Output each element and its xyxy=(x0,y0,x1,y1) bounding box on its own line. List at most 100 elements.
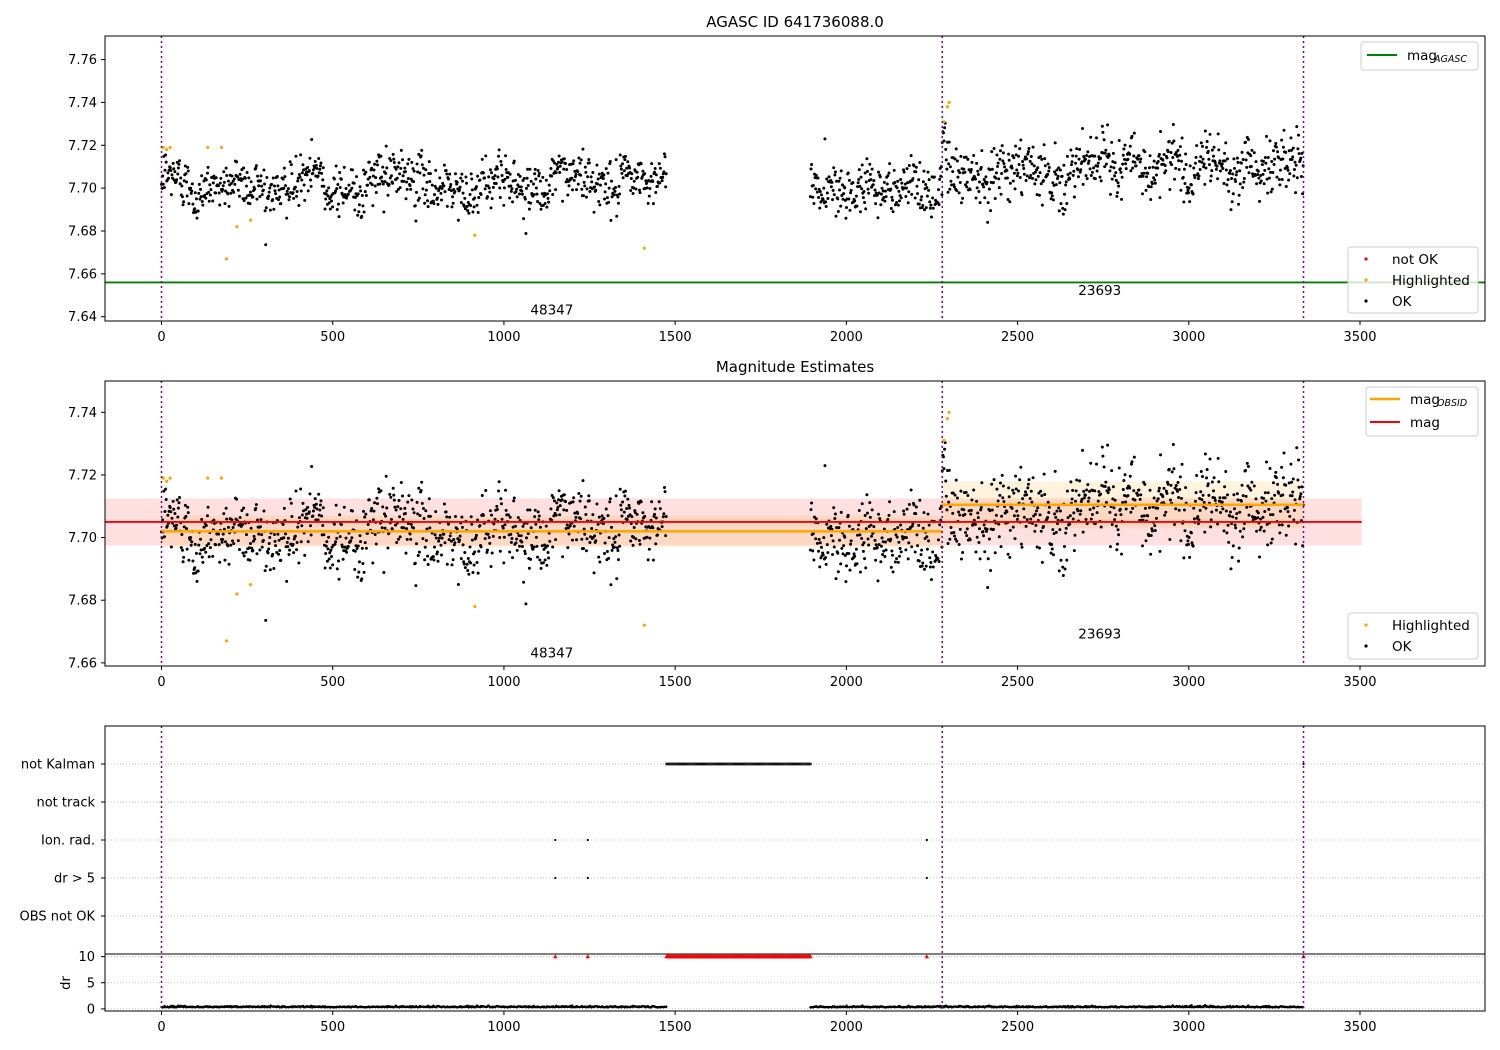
ok-point xyxy=(1080,160,1084,164)
ok-point xyxy=(944,494,948,498)
ok-point xyxy=(974,196,978,200)
ok-point xyxy=(165,524,169,528)
ok-point xyxy=(1244,140,1248,144)
ok-point xyxy=(1061,206,1065,210)
ok-point xyxy=(1121,162,1125,166)
ok-point xyxy=(508,172,512,176)
ok-point xyxy=(1043,164,1047,168)
ok-point xyxy=(177,162,181,166)
ok-point xyxy=(301,163,305,167)
ok-point xyxy=(621,176,625,180)
ok-point xyxy=(1146,171,1150,175)
ok-point xyxy=(242,166,246,170)
ok-point xyxy=(1256,169,1260,173)
ok-point xyxy=(294,154,298,158)
ok-point xyxy=(295,540,299,544)
ok-point xyxy=(830,180,834,184)
ok-point xyxy=(447,187,451,191)
ok-point xyxy=(967,168,971,172)
ok-point xyxy=(944,158,948,162)
ok-point xyxy=(1183,529,1187,533)
ok-point xyxy=(607,536,611,540)
ok-point xyxy=(471,570,475,574)
ok-point xyxy=(877,170,881,174)
ok-point xyxy=(609,525,613,529)
ok-point xyxy=(1148,154,1152,158)
ok-point xyxy=(862,190,866,194)
ok-point xyxy=(415,162,419,166)
ok-point xyxy=(207,190,211,194)
ok-point xyxy=(936,188,940,192)
ok-point xyxy=(818,190,822,194)
ok-point xyxy=(1166,150,1170,154)
ok-point xyxy=(395,189,399,193)
ok-point xyxy=(305,173,309,177)
ok-point xyxy=(1287,178,1291,182)
ok-point xyxy=(1237,193,1241,197)
ok-point xyxy=(944,147,948,151)
obsid-label: 23693 xyxy=(1078,627,1121,643)
ok-point xyxy=(1295,446,1299,450)
ok-point xyxy=(1273,493,1277,497)
ok-point xyxy=(1285,166,1289,170)
ok-point xyxy=(262,509,266,513)
ok-point xyxy=(1029,517,1033,521)
ok-point xyxy=(236,539,240,543)
ok-point xyxy=(241,551,245,555)
ok-point xyxy=(863,514,867,518)
ok-point xyxy=(452,187,456,191)
ok-point xyxy=(522,217,526,221)
ok-point xyxy=(321,178,325,182)
ok-point xyxy=(837,179,841,183)
ok-point xyxy=(1267,176,1271,180)
ok-point xyxy=(196,569,200,573)
ok-point xyxy=(412,180,416,184)
ok-point xyxy=(914,512,918,516)
ok-point xyxy=(922,511,926,515)
ok-point xyxy=(907,502,911,506)
ok-point xyxy=(976,516,980,520)
ok-point xyxy=(816,176,820,180)
ok-point xyxy=(274,544,278,548)
ok-point xyxy=(432,558,436,562)
ok-point xyxy=(564,162,568,166)
ok-point xyxy=(1297,152,1301,156)
ok-point xyxy=(1112,506,1116,510)
ok-point xyxy=(448,172,452,176)
ok-point xyxy=(914,165,918,169)
ok-point xyxy=(1269,170,1273,174)
ok-point xyxy=(961,196,965,200)
ok-point xyxy=(374,176,378,180)
ok-point xyxy=(1015,509,1019,513)
ok-point xyxy=(900,535,904,539)
ok-point xyxy=(411,507,415,511)
ok-point xyxy=(921,180,925,184)
x-tick-label: 0 xyxy=(157,330,165,345)
ok-point xyxy=(641,169,645,173)
ok-point xyxy=(222,170,226,174)
ok-point xyxy=(372,509,376,513)
ok-point xyxy=(392,498,396,502)
ok-point xyxy=(1212,145,1216,149)
ok-point xyxy=(919,198,923,202)
ok-point xyxy=(1108,510,1112,514)
ok-point xyxy=(603,541,607,545)
ok-point xyxy=(541,203,545,207)
ok-point xyxy=(222,512,226,516)
ok-point xyxy=(1244,494,1248,498)
ok-point xyxy=(1050,194,1054,198)
ok-point xyxy=(520,189,524,193)
ok-point xyxy=(1117,184,1121,188)
ok-point xyxy=(179,546,183,550)
ok-point xyxy=(936,557,940,561)
ok-point xyxy=(1165,156,1169,160)
ok-point xyxy=(258,525,262,529)
ok-point xyxy=(1226,178,1230,182)
ok-point xyxy=(458,534,462,538)
ok-point xyxy=(1200,160,1204,164)
ok-point xyxy=(334,503,338,507)
ok-point xyxy=(552,499,556,503)
ok-point xyxy=(1073,533,1077,537)
ok-point xyxy=(1053,512,1057,516)
ok-point xyxy=(463,207,467,211)
